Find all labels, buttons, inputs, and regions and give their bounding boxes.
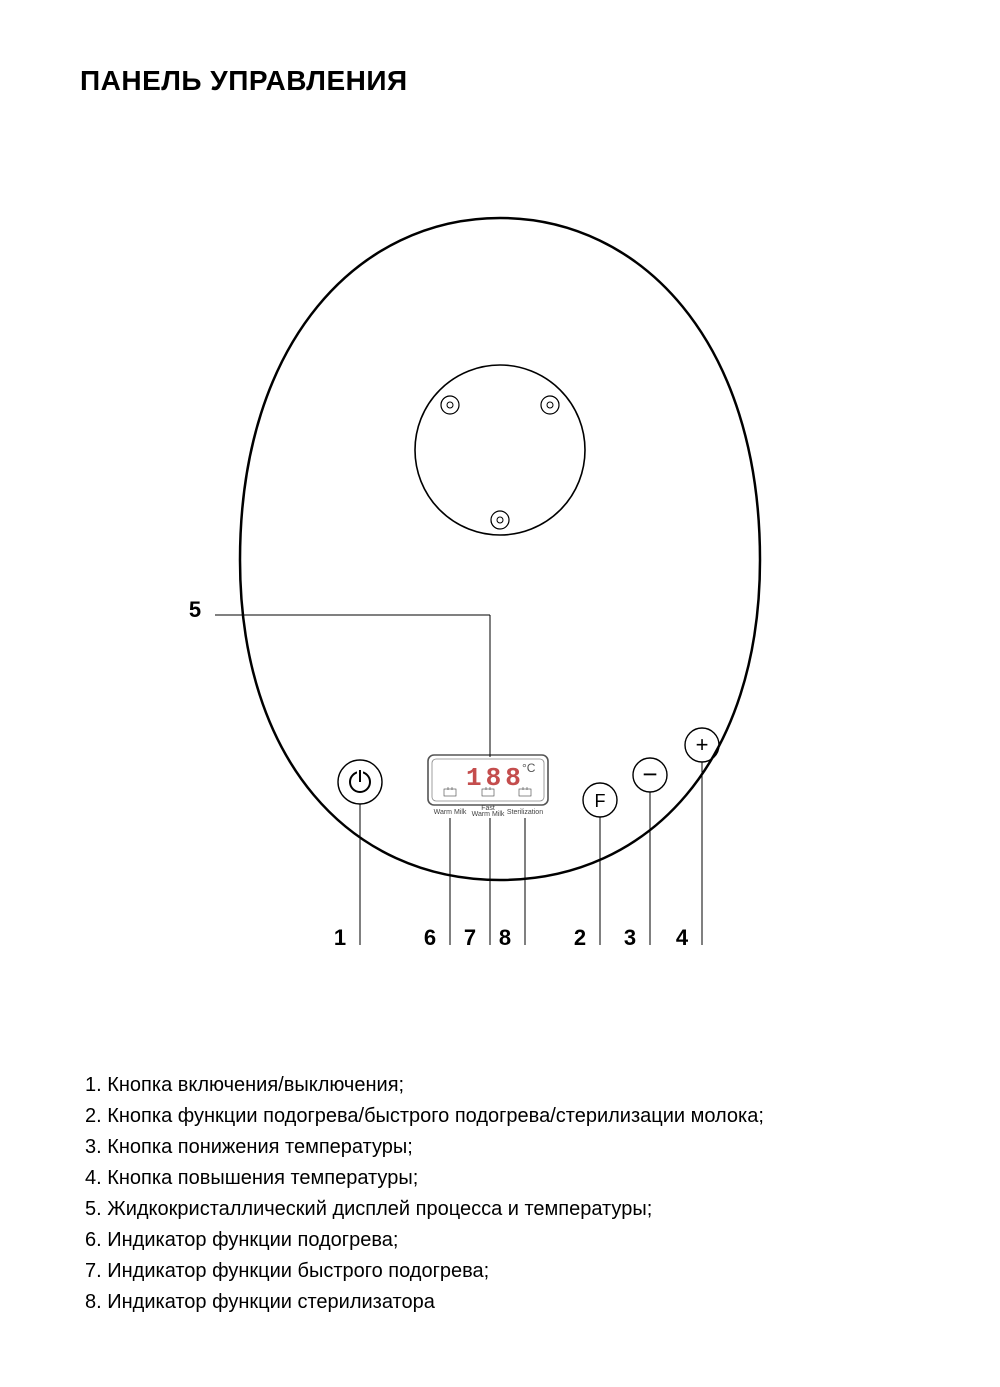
legend-item: 5. Жидкокристаллический дисплей процесса… (85, 1194, 764, 1225)
screw-3 (491, 511, 509, 529)
indicator-label-3: Sterilization (507, 809, 543, 816)
heating-plate (415, 365, 585, 535)
indicator-label-1: Warm Milk (434, 809, 467, 816)
callout-num-2: 2 (565, 925, 595, 951)
legend-item: 4. Кнопка повышения температуры; (85, 1163, 764, 1194)
function-button-label: F (595, 791, 606, 811)
lcd-display: 188 °C Warm Milk Fast Warm Milk Steriliz… (428, 755, 548, 818)
control-panel-diagram: 188 °C Warm Milk Fast Warm Milk Steriliz… (0, 0, 1000, 1000)
screw-1 (441, 396, 459, 414)
callout-num-3: 3 (615, 925, 645, 951)
callout-num-7: 7 (455, 925, 485, 951)
legend-item: 7. Индикатор функции быстрого подогрева; (85, 1256, 764, 1287)
legend-item: 2. Кнопка функции подогрева/быстрого под… (85, 1101, 764, 1132)
legend-item: 6. Индикатор функции подогрева; (85, 1225, 764, 1256)
screw-2 (541, 396, 559, 414)
power-button[interactable] (338, 760, 382, 804)
callout-num-1: 1 (325, 925, 355, 951)
callout-num-6: 6 (415, 925, 445, 951)
callout-num-5: 5 (180, 597, 210, 623)
callout-num-4: 4 (667, 925, 697, 951)
plus-button-label: + (696, 732, 709, 757)
legend-item: 3. Кнопка понижения температуры; (85, 1132, 764, 1163)
plus-button[interactable]: + (685, 728, 719, 762)
legend-item: 1. Кнопка включения/выключения; (85, 1070, 764, 1101)
legend-list: 1. Кнопка включения/выключения; 2. Кнопк… (85, 1070, 764, 1318)
display-unit: °C (522, 761, 536, 775)
indicator-warm-milk-icon (444, 787, 456, 796)
indicator-label-2b: Warm Milk (472, 811, 505, 818)
display-value: 188 (466, 763, 525, 793)
function-button[interactable]: F (583, 783, 617, 817)
callout-num-8: 8 (490, 925, 520, 951)
minus-button-label: − (642, 759, 657, 789)
legend-item: 8. Индикатор функции стерилизатора (85, 1287, 764, 1318)
power-icon (350, 770, 370, 792)
minus-button[interactable]: − (633, 758, 667, 792)
